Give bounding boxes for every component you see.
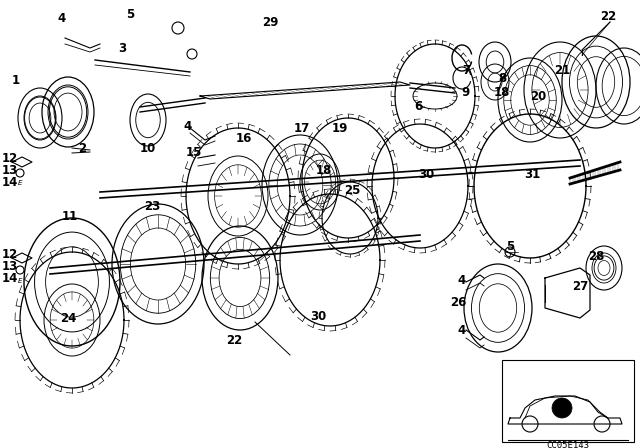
Text: 13: 13	[2, 164, 18, 177]
Text: 27: 27	[572, 280, 588, 293]
Text: 4: 4	[58, 12, 66, 25]
Text: 9: 9	[462, 86, 470, 99]
Text: 4: 4	[458, 323, 466, 336]
Text: 28: 28	[588, 250, 604, 263]
Text: 13: 13	[2, 259, 18, 272]
Text: 8: 8	[498, 72, 506, 85]
Text: 12: 12	[2, 247, 18, 260]
Text: 7: 7	[462, 64, 470, 77]
Text: 30: 30	[310, 310, 326, 323]
Text: 29: 29	[262, 16, 278, 29]
Text: 26: 26	[450, 296, 466, 309]
Text: 3: 3	[118, 42, 126, 55]
Text: 1: 1	[12, 73, 20, 86]
Text: 10: 10	[140, 142, 156, 155]
Text: 6: 6	[414, 99, 422, 112]
Text: 4: 4	[184, 120, 192, 133]
Text: E: E	[18, 180, 22, 186]
Text: E: E	[18, 278, 22, 284]
Text: 22: 22	[600, 9, 616, 22]
Bar	[502, 360, 634, 442]
Text: 30: 30	[418, 168, 434, 181]
Text: 15: 15	[186, 146, 202, 159]
Text: 18: 18	[494, 86, 510, 99]
Text: 2: 2	[78, 142, 86, 155]
Text: 22: 22	[226, 333, 242, 346]
Text: 24: 24	[60, 311, 76, 324]
Text: 23: 23	[144, 199, 160, 212]
Text: 14: 14	[2, 271, 18, 284]
Text: 20: 20	[530, 90, 546, 103]
Text: CC05E143: CC05E143	[547, 441, 589, 448]
Text: 14: 14	[2, 176, 18, 189]
Text: 12: 12	[2, 151, 18, 164]
Text: 16: 16	[236, 132, 252, 145]
Text: 17: 17	[294, 121, 310, 134]
Text: 19: 19	[332, 121, 348, 134]
Text: 18: 18	[316, 164, 332, 177]
Text: 21: 21	[554, 64, 570, 77]
Text: 4: 4	[458, 273, 466, 287]
Text: 5: 5	[506, 240, 514, 253]
Text: 25: 25	[344, 184, 360, 197]
Circle shape	[552, 398, 572, 418]
Text: 5: 5	[126, 8, 134, 21]
Text: 31: 31	[524, 168, 540, 181]
Text: 11: 11	[62, 210, 78, 223]
